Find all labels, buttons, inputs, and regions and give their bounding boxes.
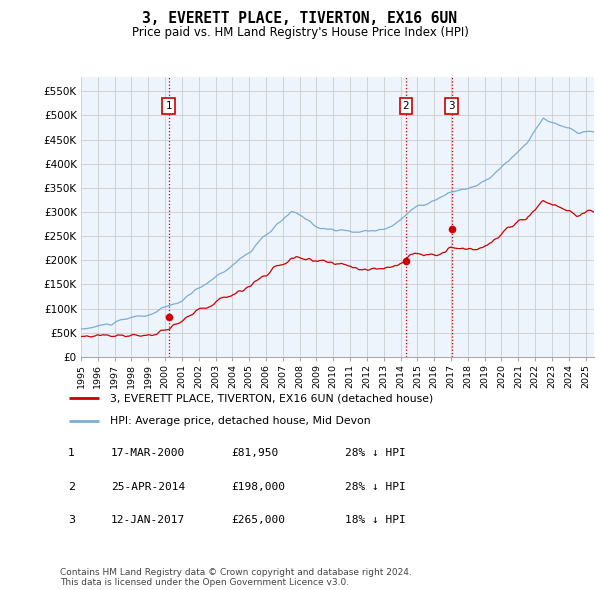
Text: Contains HM Land Registry data © Crown copyright and database right 2024.
This d: Contains HM Land Registry data © Crown c… bbox=[60, 568, 412, 587]
Text: 3, EVERETT PLACE, TIVERTON, EX16 6UN: 3, EVERETT PLACE, TIVERTON, EX16 6UN bbox=[143, 11, 458, 25]
Text: £81,950: £81,950 bbox=[231, 448, 278, 458]
Text: Price paid vs. HM Land Registry's House Price Index (HPI): Price paid vs. HM Land Registry's House … bbox=[131, 26, 469, 39]
Text: 12-JAN-2017: 12-JAN-2017 bbox=[111, 516, 185, 525]
Text: £265,000: £265,000 bbox=[231, 516, 285, 525]
Text: 28% ↓ HPI: 28% ↓ HPI bbox=[345, 482, 406, 491]
Text: HPI: Average price, detached house, Mid Devon: HPI: Average price, detached house, Mid … bbox=[110, 415, 370, 425]
Text: 18% ↓ HPI: 18% ↓ HPI bbox=[345, 516, 406, 525]
Text: 3: 3 bbox=[448, 101, 455, 111]
Text: 28% ↓ HPI: 28% ↓ HPI bbox=[345, 448, 406, 458]
Text: 3: 3 bbox=[68, 516, 75, 525]
Text: 3, EVERETT PLACE, TIVERTON, EX16 6UN (detached house): 3, EVERETT PLACE, TIVERTON, EX16 6UN (de… bbox=[110, 394, 433, 404]
Text: 2: 2 bbox=[403, 101, 409, 111]
Text: 25-APR-2014: 25-APR-2014 bbox=[111, 482, 185, 491]
Text: 1: 1 bbox=[68, 448, 75, 458]
Text: 2: 2 bbox=[68, 482, 75, 491]
Text: 17-MAR-2000: 17-MAR-2000 bbox=[111, 448, 185, 458]
Text: £198,000: £198,000 bbox=[231, 482, 285, 491]
Text: 1: 1 bbox=[166, 101, 172, 111]
